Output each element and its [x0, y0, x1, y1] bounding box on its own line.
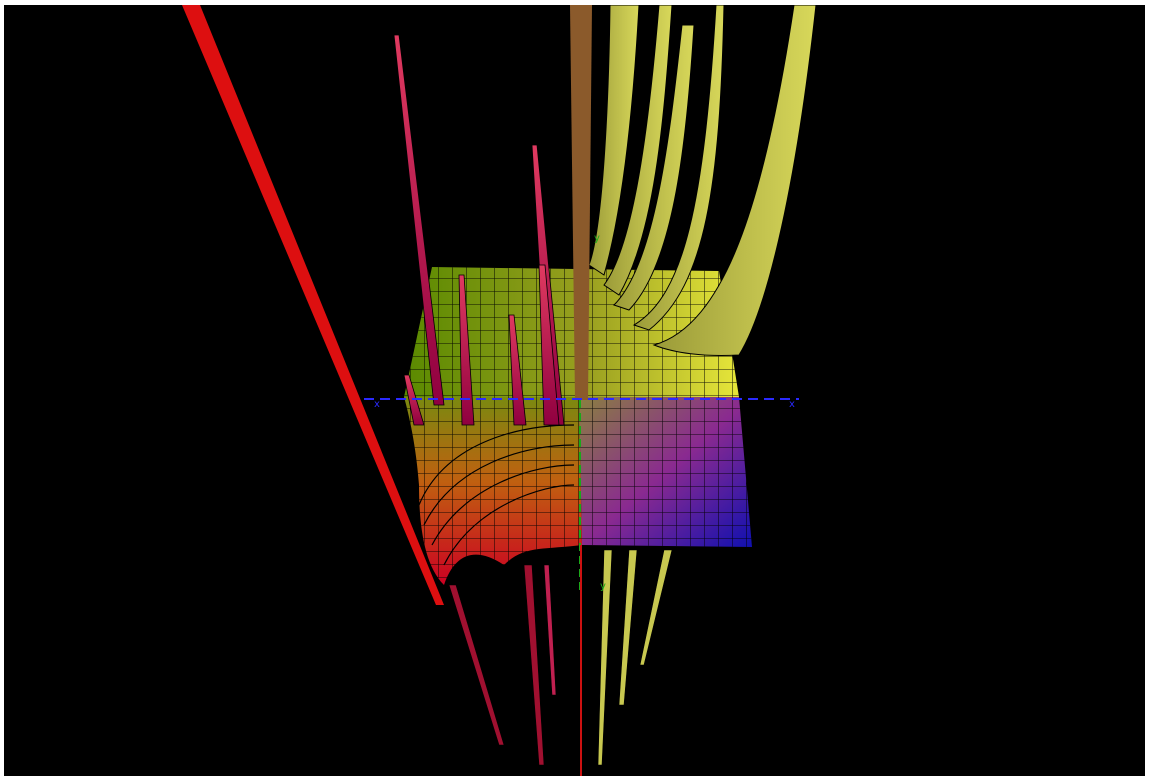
brown-spike — [570, 5, 592, 400]
y-axis-label-bottom: y — [600, 581, 606, 592]
y-axis-label-top: y — [594, 233, 600, 244]
x-axis: x x — [364, 398, 799, 410]
yellow-spikes — [588, 5, 817, 356]
red-spike — [182, 5, 444, 605]
magenta-spikes — [393, 34, 565, 426]
surface-lower-right — [579, 397, 752, 547]
surface-upper — [404, 267, 739, 397]
plot-viewport[interactable]: x x y y — [4, 5, 1145, 776]
x-axis-label-left: x — [374, 399, 380, 410]
3d-surface-scene[interactable]: x x y y — [4, 5, 1145, 776]
x-axis-label-right: x — [789, 399, 795, 410]
surface-lower-left — [404, 397, 582, 585]
downward-spikes — [448, 549, 673, 766]
